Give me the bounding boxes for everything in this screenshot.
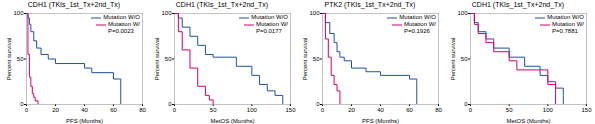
svg-text:0: 0 bbox=[316, 101, 320, 107]
svg-text:50: 50 bbox=[210, 107, 217, 113]
svg-text:60: 60 bbox=[110, 107, 117, 113]
svg-text:0: 0 bbox=[25, 107, 29, 113]
svg-text:MetOS (Months): MetOS (Months) bbox=[506, 118, 550, 124]
html-text:Mutation W/: Mutation W/ bbox=[552, 21, 584, 27]
svg-text:80: 80 bbox=[139, 107, 146, 113]
html-text:PTK2 (TKIs_1st_Tx+2nd_Tx): PTK2 (TKIs_1st_Tx+2nd_Tx) bbox=[324, 1, 416, 8]
svg-text:Percent survival: Percent survival bbox=[6, 38, 12, 81]
svg-text:40: 40 bbox=[81, 107, 88, 113]
html-text:Mutation W/O: Mutation W/O bbox=[399, 14, 436, 20]
svg-text:100: 100 bbox=[543, 107, 554, 113]
svg-text:PFS (Months): PFS (Months) bbox=[66, 118, 103, 124]
html-text:Mutation W/: Mutation W/ bbox=[404, 21, 436, 27]
svg-text:150: 150 bbox=[285, 107, 296, 113]
svg-text:50: 50 bbox=[461, 56, 468, 62]
html-text:CDH1 (TKIs_1st_Tx+2nd_Tx): CDH1 (TKIs_1st_Tx+2nd_Tx) bbox=[471, 1, 565, 8]
html-text:P=0.7881: P=0.7881 bbox=[552, 28, 578, 34]
svg-text:100: 100 bbox=[247, 107, 258, 113]
svg-text:50: 50 bbox=[313, 56, 320, 62]
html-text:Mutation W/O: Mutation W/O bbox=[251, 14, 288, 20]
svg-text:Percent survival: Percent survival bbox=[154, 38, 160, 81]
svg-text:0: 0 bbox=[321, 107, 325, 113]
html-text:CDH1 (TKIs_1st_Tx+2nd_Tx): CDH1 (TKIs_1st_Tx+2nd_Tx) bbox=[27, 1, 121, 8]
svg-text:PFS (Months): PFS (Months) bbox=[362, 118, 399, 124]
svg-text:0: 0 bbox=[464, 101, 468, 107]
svg-text:20: 20 bbox=[52, 107, 59, 113]
svg-text:50: 50 bbox=[17, 56, 24, 62]
svg-text:100: 100 bbox=[161, 10, 172, 16]
svg-text:20: 20 bbox=[348, 107, 355, 113]
svg-text:0: 0 bbox=[20, 101, 24, 107]
svg-text:50: 50 bbox=[506, 107, 513, 113]
svg-text:MetOS (Months): MetOS (Months) bbox=[210, 118, 254, 124]
svg-text:80: 80 bbox=[435, 107, 442, 113]
svg-text:100: 100 bbox=[309, 10, 320, 16]
html-text:Mutation W/O: Mutation W/O bbox=[103, 14, 140, 20]
svg-text:0: 0 bbox=[173, 107, 177, 113]
html-text:Mutation W/O: Mutation W/O bbox=[547, 14, 584, 20]
svg-text:60: 60 bbox=[406, 107, 413, 113]
html-text:CDH1 (TKIs_1st_Tx+2nd_Tx): CDH1 (TKIs_1st_Tx+2nd_Tx) bbox=[175, 1, 269, 8]
svg-text:Percent survival: Percent survival bbox=[450, 38, 456, 81]
svg-text:0: 0 bbox=[469, 107, 473, 113]
svg-text:0: 0 bbox=[168, 101, 172, 107]
svg-text:150: 150 bbox=[581, 107, 592, 113]
html-text:P=0.0177: P=0.0177 bbox=[256, 28, 282, 34]
svg-text:100: 100 bbox=[13, 10, 24, 16]
svg-text:40: 40 bbox=[377, 107, 384, 113]
svg-text:100: 100 bbox=[457, 10, 468, 16]
html-text:Mutation W/: Mutation W/ bbox=[256, 21, 288, 27]
html-text:Mutation W/: Mutation W/ bbox=[108, 21, 140, 27]
html-text:P=0.1926: P=0.1926 bbox=[404, 28, 430, 34]
svg-text:50: 50 bbox=[165, 56, 172, 62]
svg-text:Percent survival: Percent survival bbox=[302, 38, 308, 81]
html-text:P=0.0023: P=0.0023 bbox=[108, 28, 134, 34]
